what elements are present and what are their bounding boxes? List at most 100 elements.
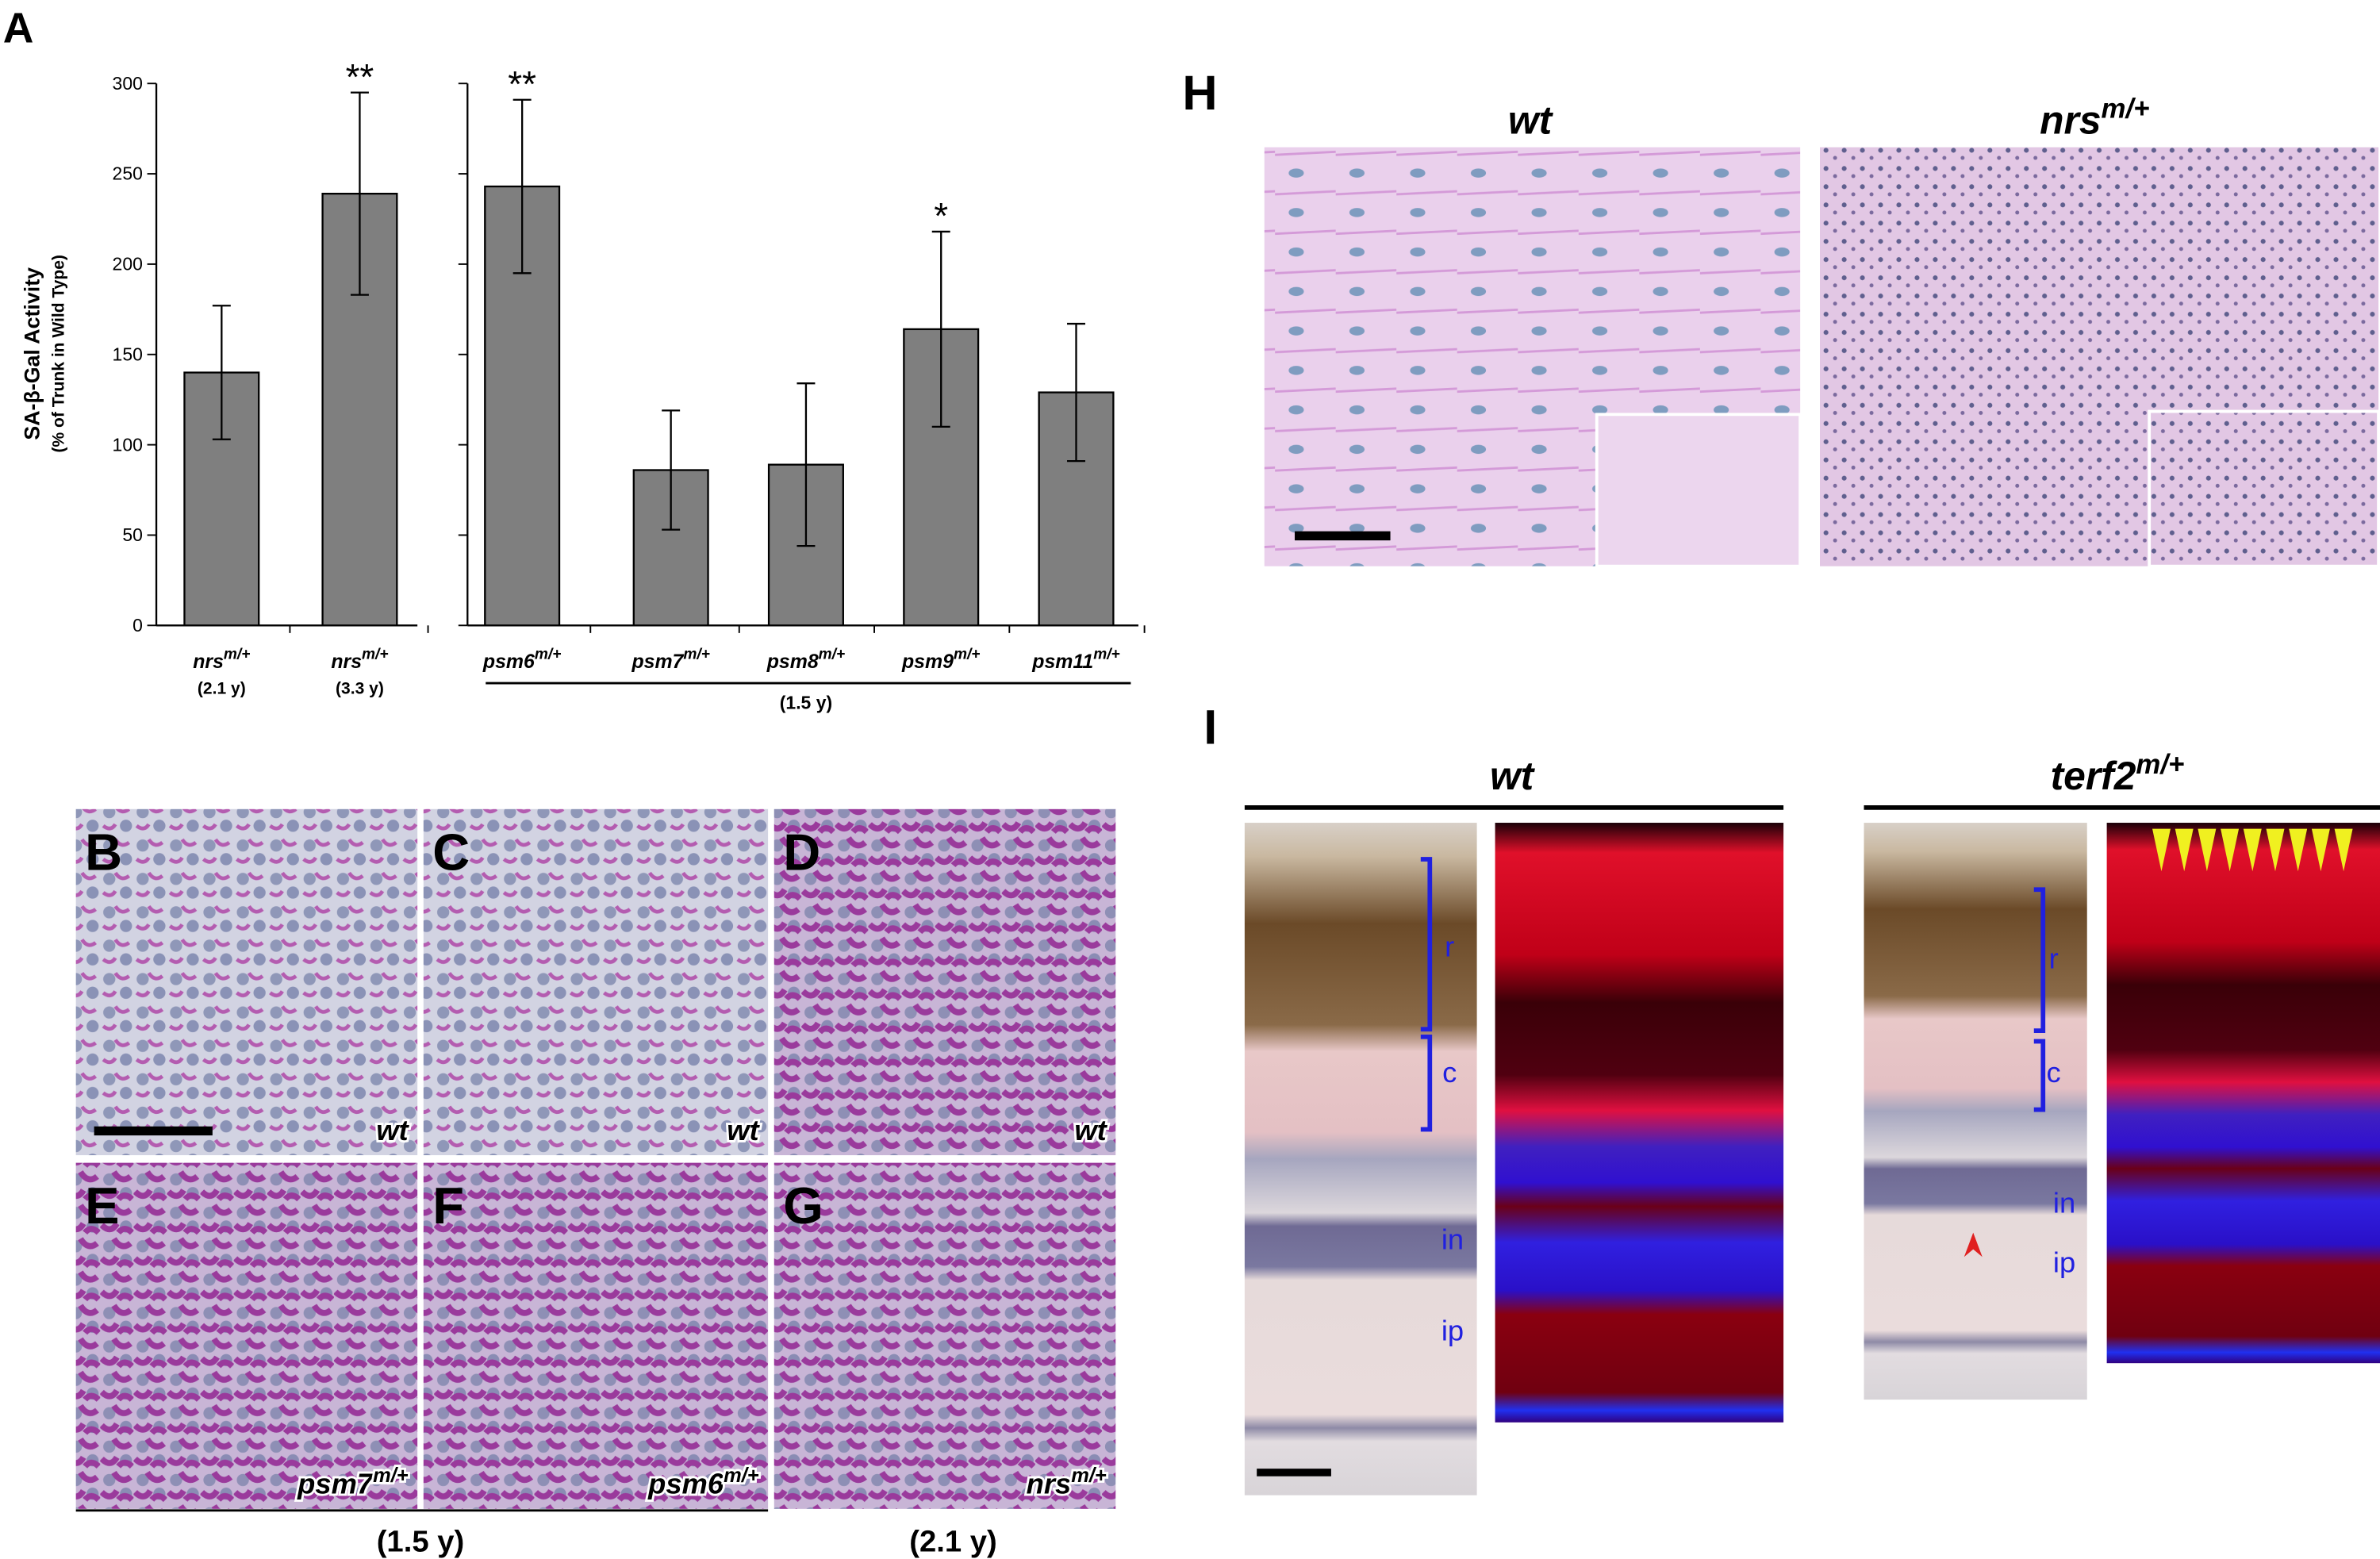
micrograph-genotype: nrsm/+ xyxy=(1027,1465,1107,1500)
layer-label: c xyxy=(2047,1056,2061,1089)
h-title-sup: m/+ xyxy=(2102,93,2150,124)
y-tick-label: 0 xyxy=(132,615,143,636)
i-title-main: wt xyxy=(1490,754,1536,798)
x-tick-label: nrsm/+ xyxy=(193,646,250,672)
layer-bracket xyxy=(1420,1034,1433,1132)
arrowhead xyxy=(2289,828,2308,872)
category: nrs xyxy=(193,651,224,673)
category-sup: m/+ xyxy=(362,646,388,662)
layer-label: ip xyxy=(2053,1246,2075,1278)
micrograph-genotype-sup: m/+ xyxy=(1071,1465,1107,1487)
x-tick-label: psm7m/+ xyxy=(631,646,709,672)
inset xyxy=(1595,413,1802,568)
h-title: nrsm/+ xyxy=(2040,93,2149,142)
category: psm7 xyxy=(631,651,684,673)
micrograph-genotype: psm7m/+ xyxy=(297,1465,409,1500)
panel-letter: I xyxy=(1203,701,1217,755)
micrograph-genotype-main: psm6 xyxy=(647,1468,724,1500)
category-sup: m/+ xyxy=(954,646,980,662)
x-tick-label: psm6m/+ xyxy=(482,646,561,672)
micrograph-genotype-main: nrs xyxy=(1027,1468,1072,1500)
micrograph xyxy=(75,1162,418,1509)
panel-letter: D xyxy=(783,823,820,881)
arrowhead xyxy=(2243,828,2262,872)
layer-label: c xyxy=(1442,1056,1457,1089)
micrograph-genotype-main: psm7 xyxy=(297,1468,374,1500)
panel-letter: F xyxy=(432,1177,464,1235)
significance: ** xyxy=(346,56,374,98)
y-axis-title: SA-β-Gal Activity xyxy=(21,267,44,440)
category-sup: m/+ xyxy=(683,646,709,662)
x-tick-label: psm9m/+ xyxy=(901,646,980,672)
h-title: wt xyxy=(1508,98,1554,142)
h-title-main: nrs xyxy=(2040,98,2101,142)
category: psm11 xyxy=(1031,651,1093,673)
category-sup: m/+ xyxy=(819,646,845,662)
i-title-sup: m/+ xyxy=(2136,749,2184,780)
panel-letter: A xyxy=(3,6,34,52)
arrowhead xyxy=(1964,1232,1983,1258)
y-tick-label: 150 xyxy=(113,344,143,364)
micrograph-genotype: wt xyxy=(1074,1114,1107,1146)
category-sup: m/+ xyxy=(224,646,250,662)
micrograph-genotype-main: wt xyxy=(376,1114,409,1146)
layer-bracket xyxy=(2033,887,2046,1034)
panel-letter: E xyxy=(85,1177,119,1235)
micrograph xyxy=(423,1162,769,1509)
age-label: (2.1 y) xyxy=(909,1524,997,1558)
micrograph-genotype: wt xyxy=(727,1114,760,1146)
histology xyxy=(1244,823,1477,1496)
i-title: terf2m/+ xyxy=(2051,749,2185,798)
layer-bracket xyxy=(2033,1039,2046,1112)
arrowhead xyxy=(2152,828,2171,872)
arrowhead xyxy=(2334,828,2353,872)
fluorescence xyxy=(2106,823,2380,1364)
micrograph xyxy=(774,808,1116,1156)
arrowhead xyxy=(2311,828,2330,872)
layer-label: r xyxy=(2049,943,2059,975)
panel-letter: H xyxy=(1182,66,1217,120)
layer-label: in xyxy=(2053,1187,2075,1219)
panel-letter: B xyxy=(85,823,122,881)
arrowhead xyxy=(2175,828,2194,872)
layer-label: in xyxy=(1441,1223,1464,1256)
layer-bracket xyxy=(1420,857,1433,1032)
significance: ** xyxy=(508,63,536,105)
category: psm8 xyxy=(766,651,819,673)
panel-letter: G xyxy=(783,1177,823,1235)
x-tick-label: nrsm/+ xyxy=(331,646,388,672)
significance: * xyxy=(934,195,948,236)
category-sublabel: (2.1 y) xyxy=(198,679,246,697)
fluorescence xyxy=(1495,823,1784,1423)
micrograph-genotype-sup: m/+ xyxy=(724,1465,759,1487)
micrograph-genotype: psm6m/+ xyxy=(647,1465,759,1500)
micrograph xyxy=(75,808,418,1156)
y-tick-label: 50 xyxy=(122,524,143,545)
arrowhead xyxy=(2266,828,2285,872)
micrograph-genotype-main: wt xyxy=(1074,1114,1107,1146)
age-label: (1.5 y) xyxy=(377,1524,465,1558)
y-tick-label: 250 xyxy=(113,163,143,184)
inset xyxy=(2148,409,2380,568)
micrograph-genotype-main: wt xyxy=(727,1114,760,1146)
i-title-main: terf2 xyxy=(2051,754,2136,798)
histology xyxy=(1864,823,2087,1400)
h-title-main: wt xyxy=(1508,98,1554,142)
x-tick-label: psm8m/+ xyxy=(766,646,845,672)
micrograph xyxy=(774,1162,1116,1509)
micrograph-genotype: wt xyxy=(376,1114,409,1146)
category-sublabel: (3.3 y) xyxy=(336,679,384,697)
layer-label: ip xyxy=(1441,1314,1464,1346)
arrowhead xyxy=(2221,828,2240,872)
y-tick-label: 100 xyxy=(113,434,143,455)
category: psm6 xyxy=(482,651,535,673)
category: nrs xyxy=(331,651,362,673)
category-sup: m/+ xyxy=(535,646,561,662)
i-title: wt xyxy=(1490,754,1536,798)
group-label: (1.5 y) xyxy=(780,693,832,713)
micrograph xyxy=(423,808,769,1156)
arrowhead xyxy=(2198,828,2217,872)
micrograph-genotype-sup: m/+ xyxy=(373,1465,409,1487)
